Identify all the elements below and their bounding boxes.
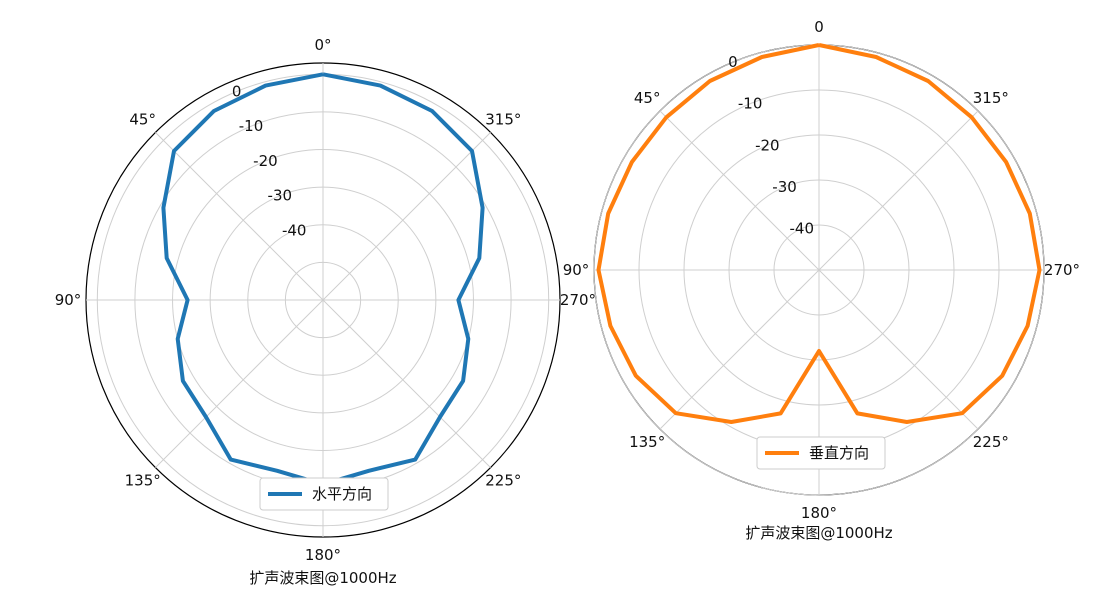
legend-label: 水平方向 xyxy=(312,485,372,503)
grid-spoke xyxy=(818,269,979,430)
radial-tick-label: -30 xyxy=(268,187,293,205)
chart-caption: 扩声波束图@1000Hz xyxy=(745,524,892,542)
polar-spokes xyxy=(594,45,1044,495)
grid-spoke xyxy=(155,132,324,301)
angle-tick-label: 90° xyxy=(55,291,82,309)
angle-tick-label: 225° xyxy=(973,433,1009,451)
radial-tick-label: 0 xyxy=(232,82,242,100)
grid-spoke xyxy=(818,110,979,271)
polar-chart-horizontal: 0 -10 -20 -30 -40 0° 45° 90° 135° 180° 225° 270° 31… xyxy=(55,36,596,587)
angle-tick-label: 270° xyxy=(560,291,596,309)
angle-tick-label: 90° xyxy=(563,261,590,279)
polar-spokes xyxy=(86,63,560,537)
radial-tick-label: -10 xyxy=(738,95,763,113)
radial-tick-label: -20 xyxy=(253,152,278,170)
angle-tick-label: 270° xyxy=(1044,261,1080,279)
angle-tick-label: 0° xyxy=(314,36,331,54)
angle-tick-label: 45° xyxy=(129,111,156,129)
angle-tick-label: 180° xyxy=(305,546,341,564)
angle-tick-label: 135° xyxy=(125,471,161,489)
legend: 垂直方向 xyxy=(756,436,886,470)
radial-tick-label: -10 xyxy=(239,117,264,135)
angle-tick-labels: 0 45° 90° 135° 180° 225° 270° 315° xyxy=(563,18,1080,522)
grid-spoke xyxy=(322,132,491,301)
angle-tick-label: 135° xyxy=(629,433,665,451)
legend-box xyxy=(259,477,389,511)
radial-tick-label: -30 xyxy=(772,178,797,196)
polar-chart-vertical: 0 -10 -20 -30 -40 0 45° 90° 135° 180° 225° 270° 315… xyxy=(563,18,1080,542)
grid-spoke xyxy=(659,110,820,271)
radial-tick-label: -40 xyxy=(282,221,307,239)
grid-spoke xyxy=(322,299,491,468)
angle-tick-label: 315° xyxy=(973,89,1009,107)
legend: 水平方向 xyxy=(259,477,389,511)
radial-tick-labels: 0 -10 -20 -30 -40 xyxy=(232,82,307,239)
angle-tick-label: 0 xyxy=(814,18,824,36)
legend-box xyxy=(756,436,886,470)
radial-tick-label: -20 xyxy=(755,136,780,154)
radial-tick-labels: 0 -10 -20 -30 -40 xyxy=(728,53,814,237)
series-line-vertical xyxy=(596,43,1042,424)
angle-tick-label: 225° xyxy=(485,471,521,489)
angle-tick-label: 315° xyxy=(485,111,521,129)
radial-tick-label: 0 xyxy=(728,53,738,71)
grid-spoke xyxy=(155,299,324,468)
chart-caption: 扩声波束图@1000Hz xyxy=(249,569,396,587)
radial-tick-label: -40 xyxy=(790,219,815,237)
angle-tick-labels: 0° 45° 90° 135° 180° 225° 270° 315° xyxy=(55,36,596,564)
grid-spoke xyxy=(659,269,820,430)
angle-tick-label: 45° xyxy=(634,89,661,107)
legend-label: 垂直方向 xyxy=(809,444,869,462)
angle-tick-label: 180° xyxy=(801,504,837,522)
